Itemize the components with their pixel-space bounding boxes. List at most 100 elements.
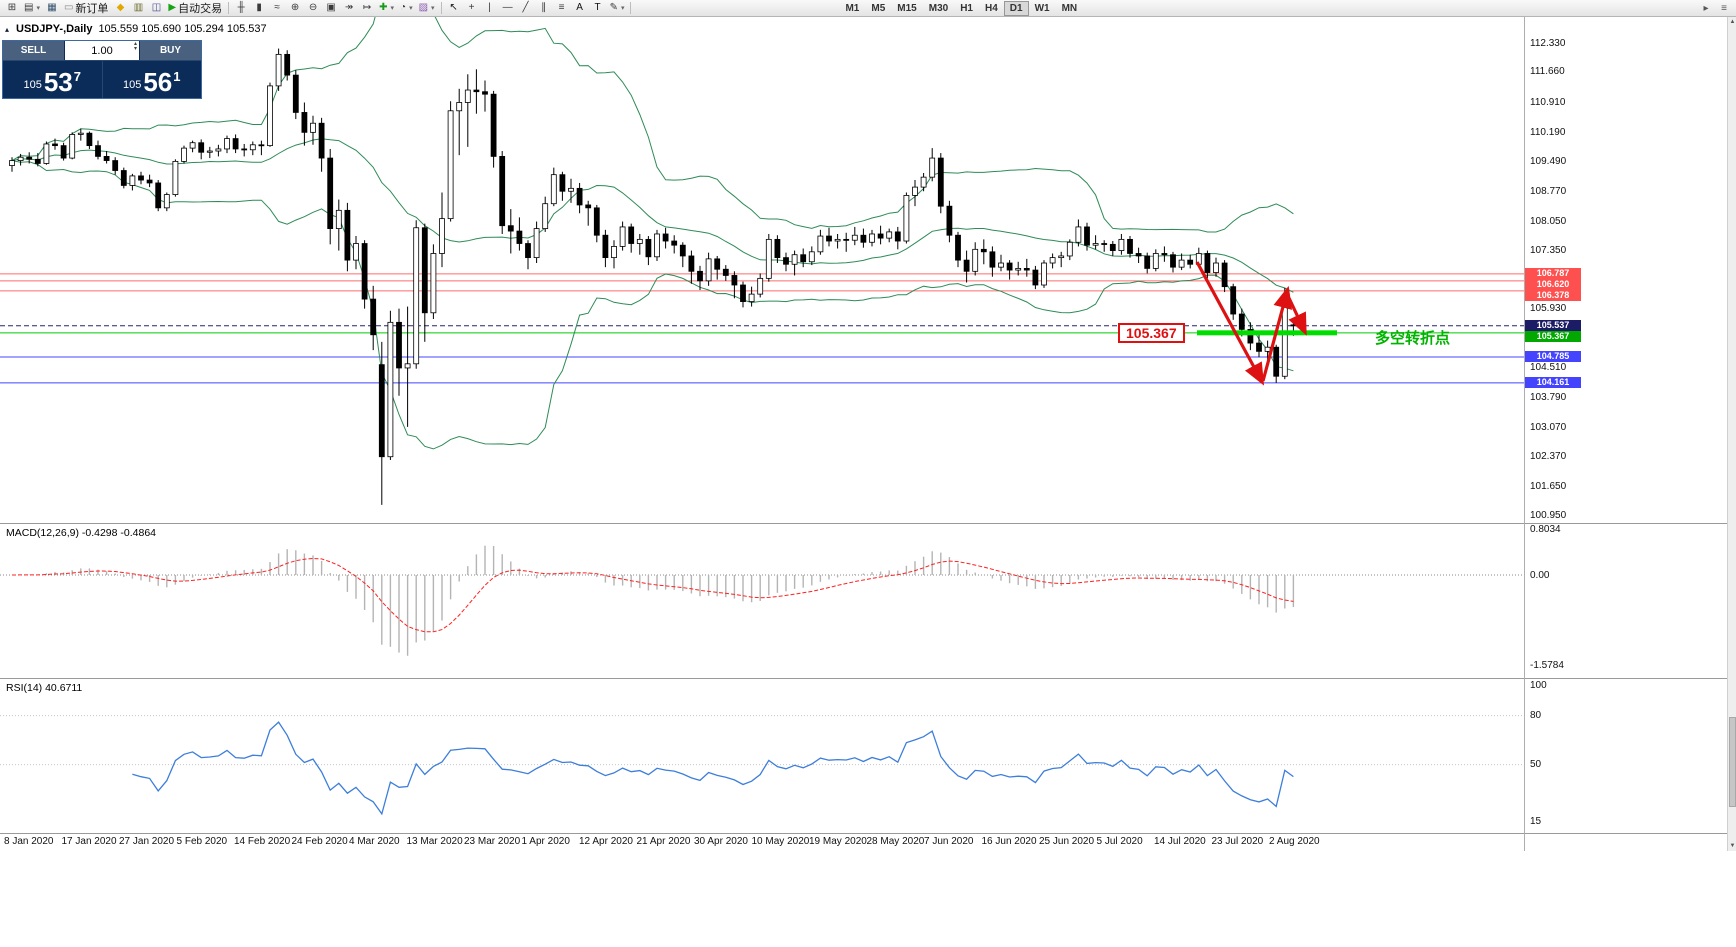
horizontal-line-icon[interactable]: — bbox=[499, 1, 517, 16]
auto-scroll-icon[interactable]: ↠ bbox=[340, 1, 358, 16]
zoom-out-icon: ⊖ bbox=[308, 2, 318, 13]
indicators-icon[interactable]: ✚ ▾ bbox=[376, 1, 397, 16]
periods-icon[interactable]: ◔ ▾ bbox=[397, 1, 416, 16]
toolbar-separator bbox=[630, 2, 632, 14]
date-axis-label: 10 May 2020 bbox=[751, 836, 810, 847]
oneclick-collapse-icon[interactable]: ▴ bbox=[5, 24, 10, 34]
price-line-label[interactable]: 104.785 bbox=[1525, 350, 1581, 362]
bar-chart-icon[interactable]: ╫ bbox=[232, 1, 250, 16]
metaeditor-icon[interactable]: ◆ bbox=[111, 1, 129, 16]
scrollbar-thumb[interactable] bbox=[1729, 717, 1736, 807]
macd-axis-label: 0.00 bbox=[1530, 570, 1550, 581]
vertical-scrollbar[interactable]: ▲ ▼ bbox=[1727, 17, 1736, 851]
timeframe-w1[interactable]: W1 bbox=[1034, 2, 1050, 14]
chevron-down-icon[interactable]: ▾ bbox=[431, 5, 435, 12]
price-axis-label: 112.330 bbox=[1530, 38, 1566, 49]
scroll-toolbar-icon[interactable]: ▸ bbox=[1697, 1, 1715, 16]
crosshair-icon[interactable]: + bbox=[463, 1, 481, 16]
fibonacci-icon[interactable]: ≡ bbox=[553, 1, 571, 16]
scroll-up-icon[interactable]: ▲ bbox=[1729, 19, 1736, 25]
date-axis-label: 12 Apr 2020 bbox=[579, 836, 633, 847]
price-line-label[interactable]: 105.367 bbox=[1525, 330, 1581, 342]
new-order-button[interactable]: ▭ 新订单 bbox=[61, 1, 111, 16]
date-axis-label: 13 Mar 2020 bbox=[406, 836, 463, 847]
date-axis-label: 17 Jan 2020 bbox=[61, 836, 117, 847]
timeframe-m15[interactable]: M15 bbox=[897, 2, 917, 14]
data-window-icon[interactable]: ▥ bbox=[129, 1, 147, 16]
macd-histogram bbox=[19, 545, 1295, 656]
timeframe-m30[interactable]: M30 bbox=[928, 2, 949, 14]
text-icon: A bbox=[576, 2, 583, 13]
support-level-segment[interactable] bbox=[1197, 330, 1337, 336]
chevron-down-icon[interactable]: ▾ bbox=[409, 5, 413, 12]
channel-icon: ∥ bbox=[541, 2, 547, 13]
panel-separator[interactable] bbox=[0, 523, 1736, 524]
price-line-label[interactable]: 105.537 bbox=[1525, 319, 1581, 331]
text-icon[interactable]: A bbox=[571, 1, 589, 16]
date-axis-label: 23 Jul 2020 bbox=[1211, 836, 1264, 847]
periods-icon: ◔ bbox=[400, 2, 407, 13]
timeframe-h4[interactable]: H4 bbox=[984, 2, 998, 14]
candlestick-icon[interactable]: ▮ bbox=[250, 1, 268, 16]
price-axis-label: 111.660 bbox=[1530, 65, 1565, 77]
vertical-line-icon[interactable]: | bbox=[481, 1, 499, 16]
date-axis-label: 5 Jul 2020 bbox=[1096, 836, 1143, 847]
macd-label: MACD(12,26,9) -0.4298 -0.4864 bbox=[6, 527, 156, 539]
rsi-axis-label: 80 bbox=[1530, 709, 1542, 721]
zoom-in-icon[interactable]: ⊕ bbox=[286, 1, 304, 16]
buy-button[interactable]: BUY bbox=[139, 41, 201, 60]
chart-shift-icon[interactable]: ↦ bbox=[358, 1, 376, 16]
tile-windows-icon[interactable]: ▣ bbox=[322, 1, 340, 16]
cursor-icon: ↖ bbox=[449, 2, 458, 13]
date-axis-label: 28 May 2020 bbox=[866, 836, 925, 847]
volume-spinner-icon[interactable]: ▴ ▾ bbox=[133, 41, 137, 53]
profiles-icon[interactable]: ▤ ▾ bbox=[21, 1, 43, 16]
date-axis-label: 19 May 2020 bbox=[809, 836, 867, 847]
timeframe-h1[interactable]: H1 bbox=[960, 2, 973, 14]
trend-arrows[interactable] bbox=[1195, 261, 1307, 386]
cursor-icon[interactable]: ↖ bbox=[445, 1, 463, 16]
level-callout-label[interactable]: 105.367 bbox=[1118, 323, 1185, 343]
terminal-icon[interactable]: ◫ bbox=[147, 1, 165, 16]
timeframe-group: M1 M5 M15 M30 H1 H4 D1 W1 MN bbox=[839, 0, 1083, 16]
toolbar-menu-icon[interactable]: ≡ bbox=[1715, 1, 1733, 16]
panel-separator[interactable] bbox=[0, 678, 1736, 679]
price-line-label[interactable]: 104.161 bbox=[1525, 376, 1581, 388]
draw-tools-icon[interactable]: ✎ ▾ bbox=[607, 1, 628, 16]
draw-tools-icon: ✎ bbox=[609, 2, 618, 13]
symbol-period-label: USDJPY-,Daily bbox=[16, 23, 93, 35]
line-chart-icon[interactable]: ≈ bbox=[268, 1, 286, 16]
timeframe-m5[interactable]: M5 bbox=[871, 2, 886, 14]
timeframe-d1[interactable]: D1 bbox=[1003, 0, 1029, 16]
macd-axis-label: 0.8034 bbox=[1530, 524, 1561, 535]
volume-value: 1.00 bbox=[91, 44, 113, 57]
zoom-out-icon[interactable]: ⊖ bbox=[304, 1, 322, 16]
price-line-label[interactable]: 106.787 bbox=[1525, 267, 1581, 279]
trendline-icon[interactable]: ╱ bbox=[517, 1, 535, 16]
rsi-line bbox=[132, 721, 1294, 816]
market-watch-icon[interactable]: ▦ bbox=[43, 1, 61, 16]
panel-separator[interactable] bbox=[0, 833, 1736, 834]
price-line-label[interactable]: 106.620 bbox=[1525, 278, 1581, 290]
profiles-icon: ▤ bbox=[24, 2, 34, 13]
sell-price[interactable]: 105 53 7 bbox=[23, 67, 81, 97]
chevron-down-icon[interactable]: ▾ bbox=[620, 5, 625, 12]
price-line-label[interactable]: 106.378 bbox=[1525, 289, 1581, 301]
templates-icon[interactable]: ▨ ▾ bbox=[416, 1, 438, 16]
price-axis-label: 110.910 bbox=[1530, 96, 1566, 108]
new-chart-icon: ⊞ bbox=[7, 2, 17, 13]
timeframe-m1[interactable]: M1 bbox=[845, 2, 860, 14]
new-chart-icon[interactable]: ⊞ bbox=[3, 1, 21, 16]
volume-input[interactable]: 1.00 ▴ ▾ bbox=[65, 41, 139, 60]
chevron-down-icon[interactable]: ▾ bbox=[390, 5, 395, 12]
sell-button[interactable]: SELL bbox=[3, 41, 65, 60]
turning-point-annotation[interactable]: 多空转折点 bbox=[1375, 330, 1451, 347]
text-label-icon[interactable]: T bbox=[589, 1, 607, 16]
date-axis-label: 1 Apr 2020 bbox=[521, 836, 570, 847]
autotrading-button[interactable]: ▶ 自动交易 bbox=[165, 1, 225, 16]
scroll-down-icon[interactable]: ▼ bbox=[1729, 843, 1736, 849]
channel-icon[interactable]: ∥ bbox=[535, 1, 553, 16]
timeframe-mn[interactable]: MN bbox=[1061, 2, 1078, 14]
buy-price[interactable]: 105 56 1 bbox=[101, 61, 202, 98]
chevron-down-icon[interactable]: ▾ bbox=[36, 5, 40, 12]
